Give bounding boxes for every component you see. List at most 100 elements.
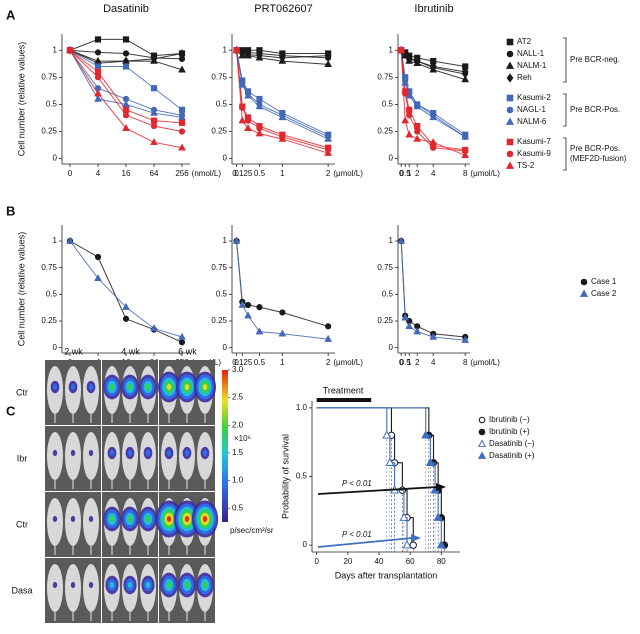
- y-axis-label: Probability of survival: [280, 434, 290, 519]
- marker: [94, 68, 102, 76]
- marker: [429, 63, 437, 72]
- signal: [166, 383, 172, 391]
- signal: [127, 449, 133, 457]
- marker: [505, 117, 515, 125]
- legend-bracket: [563, 37, 567, 83]
- x-tick-label: 4: [431, 358, 436, 367]
- y-tick-label: 0.5: [216, 289, 228, 298]
- marker: [278, 113, 287, 121]
- signal: [166, 515, 172, 523]
- x-tick-label: 0: [234, 169, 239, 178]
- marker: [178, 113, 186, 121]
- legend-label: NALL-1: [517, 49, 545, 58]
- marker: [406, 112, 413, 119]
- marker: [244, 311, 252, 319]
- x-axis-label: Days after transplantation: [335, 570, 438, 580]
- x-tick-label: 1: [407, 358, 412, 367]
- marker: [478, 428, 486, 436]
- x-tick-label: 0.5: [400, 358, 412, 367]
- series-line: [69, 240, 183, 343]
- marker: [324, 148, 332, 156]
- signal: [109, 581, 115, 589]
- signal: [202, 515, 208, 523]
- marker: [94, 94, 102, 102]
- marker: [238, 116, 247, 124]
- chart-title: PRT062607: [254, 3, 313, 15]
- marker: [325, 323, 332, 330]
- legend-group-label: Pre BCR-neg.: [570, 55, 620, 64]
- x-tick-label: 4: [96, 169, 101, 178]
- x-tick-label: 60: [406, 557, 415, 566]
- column-label: 6 wk: [178, 346, 197, 356]
- marker: [150, 138, 158, 146]
- x-tick-label: 64: [150, 169, 159, 178]
- marker: [244, 301, 252, 309]
- marker: [279, 53, 286, 63]
- marker: [429, 332, 438, 340]
- y-tick-label: 0.5: [382, 289, 394, 298]
- marker: [324, 334, 332, 342]
- x-unit: (μmol/L): [333, 169, 363, 178]
- signal: [184, 383, 190, 391]
- marker: [414, 128, 421, 135]
- legend-label: Kasumi-2: [517, 93, 551, 102]
- marker: [94, 49, 102, 56]
- series-line: [400, 240, 466, 341]
- marker: [462, 63, 469, 70]
- y-tick-label: 0.75: [41, 72, 57, 81]
- marker: [382, 430, 392, 439]
- y-tick-label: 0.5: [46, 289, 58, 298]
- legend-label: Case 1: [591, 277, 617, 286]
- x-tick-label: 2: [415, 358, 420, 367]
- x-tick-label: 4: [431, 169, 436, 178]
- marker: [413, 56, 421, 66]
- x-tick-label: 0: [314, 557, 319, 566]
- marker: [122, 63, 130, 70]
- y-tick-label: 0.5: [382, 100, 394, 109]
- x-tick-label: 0.125: [232, 169, 253, 178]
- marker: [506, 50, 514, 58]
- marker: [505, 161, 515, 169]
- x-tick-label: 0.125: [232, 358, 253, 367]
- marker: [401, 78, 410, 86]
- legend-label: TS-2: [517, 161, 535, 170]
- marker: [150, 108, 158, 116]
- y-tick-label: 0.25: [377, 127, 393, 136]
- marker: [178, 49, 186, 58]
- signal: [145, 515, 151, 523]
- y-tick-label: 0.75: [211, 72, 227, 81]
- x-tick-label: 40: [375, 557, 384, 566]
- signal: [145, 449, 151, 457]
- marker: [405, 322, 414, 330]
- marker: [122, 112, 130, 119]
- signal: [52, 383, 58, 391]
- signal: [88, 515, 94, 523]
- x-tick-label: 0: [399, 169, 404, 178]
- legend-bracket: [563, 93, 567, 127]
- chart-title: Dasatinib: [103, 3, 149, 15]
- marker: [324, 51, 332, 61]
- panel-label: A: [6, 7, 16, 22]
- treatment-bar: [316, 398, 372, 402]
- marker: [397, 45, 406, 53]
- marker: [397, 236, 406, 244]
- signal: [109, 515, 115, 523]
- y-axis-label: Cell number (relative values): [16, 42, 26, 157]
- legend-label: Kasumi-7: [517, 137, 551, 146]
- marker: [436, 540, 446, 549]
- marker: [255, 327, 264, 335]
- colorbar-tick-label: 2.5: [232, 393, 244, 402]
- y-tick-label: 0.5: [216, 100, 228, 109]
- marker: [94, 253, 102, 261]
- marker: [399, 512, 409, 521]
- panel-label: C: [6, 403, 16, 418]
- marker: [580, 278, 588, 286]
- marker: [244, 91, 252, 99]
- marker: [244, 50, 252, 59]
- marker: [255, 129, 264, 137]
- marker: [232, 236, 241, 244]
- survival-curve: [316, 407, 442, 546]
- x-tick-label: 256: [175, 169, 189, 178]
- marker: [122, 315, 130, 322]
